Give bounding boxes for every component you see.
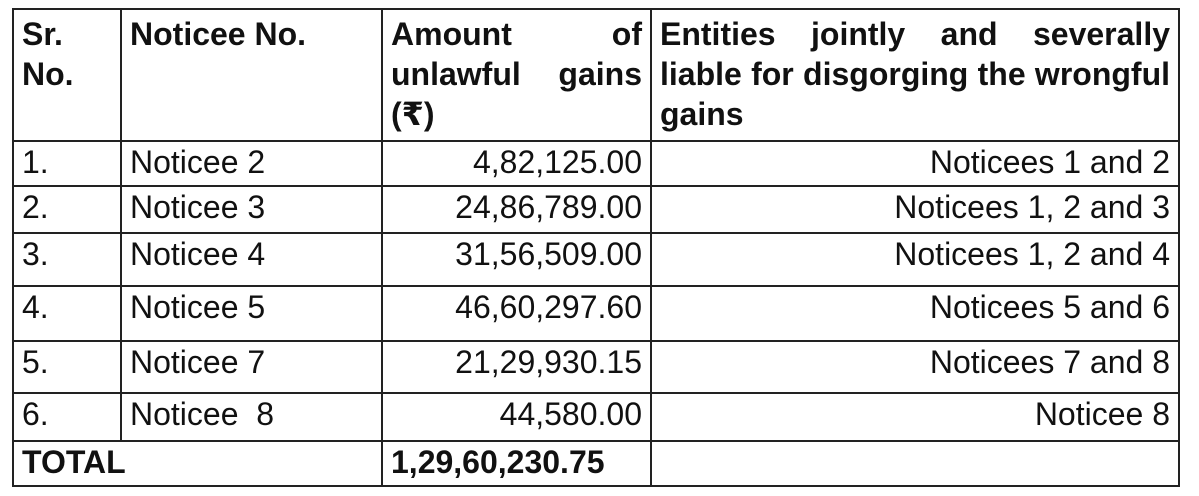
table-body: Sr. No. Noticee No. Amount of unlawful g… [12, 8, 1180, 487]
table-cell: 4,82,125.00 [381, 140, 652, 187]
table-cell: Noticees 1, 2 and 4 [650, 232, 1180, 287]
table-cell: 2. [12, 185, 122, 234]
table-cell: 24,86,789.00 [381, 185, 652, 234]
table-row: 4. Noticee 5 46,60,297.60 Noticees 5 and 6 [12, 285, 1180, 342]
table-cell: Noticee 2 [120, 140, 383, 187]
table-cell: Noticees 1 and 2 [650, 140, 1180, 187]
table-cell: 6. [12, 392, 122, 442]
table-cell: Noticees 1, 2 and 3 [650, 185, 1180, 234]
header-row: Sr. No. Noticee No. Amount of unlawful g… [12, 8, 1180, 142]
header-cell: Noticee No. [120, 8, 383, 142]
table-cell: Noticees 7 and 8 [650, 340, 1180, 394]
table-cell: Noticees 5 and 6 [650, 285, 1180, 342]
table-row: 1. Noticee 2 4,82,125.00 Noticees 1 and 2 [12, 140, 1180, 187]
empty-cell [650, 440, 1180, 487]
table-cell: Noticee 7 [120, 340, 383, 394]
total-amount: 1,29,60,230.75 [381, 440, 652, 487]
table-cell: Noticee 3 [120, 185, 383, 234]
table-cell: 44,580.00 [381, 392, 652, 442]
table-cell: 5. [12, 340, 122, 394]
header-cell: Sr. No. [12, 8, 122, 142]
total-label: TOTAL [12, 440, 383, 487]
table-cell: Noticee 8 [650, 392, 1180, 442]
table-cell: Noticee 8 [120, 392, 383, 442]
table-cell: 4. [12, 285, 122, 342]
table-row: 2. Noticee 3 24,86,789.00 Noticees 1, 2 and… [12, 185, 1180, 234]
table-cell: Noticee 5 [120, 285, 383, 342]
header-cell: Entities jointly and severally liable fo… [650, 8, 1180, 142]
total-row: TOTAL 1,29,60,230.75 [12, 440, 1180, 487]
table-row: 3. Noticee 4 31,56,509.00 Noticees 1, 2 and… [12, 232, 1180, 287]
table-cell: 46,60,297.60 [381, 285, 652, 342]
disgorgement-table: Sr. No. Noticee No. Amount of unlawful g… [12, 8, 1180, 487]
table-row: 6. Noticee 8 44,580.00 Noticee 8 [12, 392, 1180, 442]
header-cell: Amount of unlawful gains (₹) [381, 8, 652, 142]
table-cell: 3. [12, 232, 122, 287]
table-cell: 21,29,930.15 [381, 340, 652, 394]
table-row: 5. Noticee 7 21,29,930.15 Noticees 7 and 8 [12, 340, 1180, 394]
table-cell: 1. [12, 140, 122, 187]
table-cell: Noticee 4 [120, 232, 383, 287]
table-cell: 31,56,509.00 [381, 232, 652, 287]
